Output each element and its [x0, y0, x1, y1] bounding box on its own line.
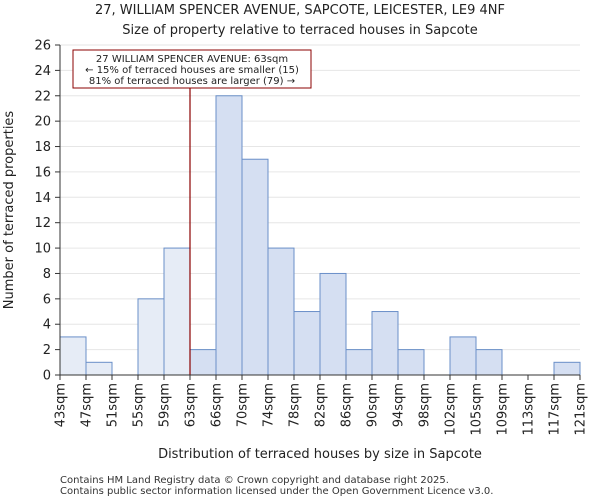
- y-tick-label: 14: [34, 191, 51, 206]
- y-tick-label: 4: [43, 318, 51, 333]
- x-tick-label: 74sqm: [262, 383, 277, 427]
- x-tick-label: 47sqm: [80, 383, 95, 427]
- x-axis-label: Distribution of terraced houses by size …: [158, 447, 482, 462]
- x-tick-label: 113sqm: [522, 383, 537, 436]
- x-tick-label: 117sqm: [548, 383, 563, 436]
- histogram-bar: [449, 336, 477, 376]
- histogram-bar: [475, 349, 503, 376]
- histogram-bar: [553, 361, 581, 376]
- y-tick-label: 0: [43, 369, 51, 384]
- histogram-bar: [345, 349, 373, 376]
- x-tick-label: 98sqm: [418, 383, 433, 427]
- histogram-bar: [215, 95, 243, 376]
- x-tick-label: 102sqm: [444, 383, 459, 436]
- x-tick-label: 59sqm: [158, 383, 173, 427]
- x-tick-label: 94sqm: [392, 383, 407, 427]
- histogram-bar: [85, 361, 113, 376]
- histogram-bar: [137, 298, 165, 376]
- x-tick-label: 63sqm: [184, 383, 199, 427]
- annotation-frame: [72, 49, 312, 89]
- y-tick-label: 24: [34, 64, 51, 79]
- annotation-box: 27 WILLIAM SPENCER AVENUE: 63sqm ← 15% o…: [72, 49, 312, 89]
- x-tick-label: 109sqm: [496, 383, 511, 436]
- histogram-bar: [59, 336, 87, 376]
- y-tick-label: 20: [34, 115, 51, 130]
- y-tick-label: 26: [34, 39, 51, 54]
- chart-subtitle: Size of property relative to terraced ho…: [122, 23, 477, 38]
- x-tick-label: 105sqm: [470, 383, 485, 436]
- x-tick-label: 70sqm: [236, 383, 251, 427]
- histogram-bar: [267, 247, 295, 376]
- x-tick-label: 82sqm: [314, 383, 329, 427]
- histogram-bar: [293, 311, 321, 376]
- x-tick-label: 121sqm: [574, 383, 589, 436]
- x-tick-layer: 43sqm 47sqm 51sqm 55sqm 59sqm 63sqm 66sqm 70sqm…: [54, 375, 589, 436]
- y-tick-label: 16: [34, 165, 51, 180]
- histogram-bar: [163, 247, 191, 376]
- footer-line-2: Contains public sector information licen…: [60, 486, 493, 497]
- y-tick-label: 2: [43, 343, 51, 358]
- chart-title: 27, WILLIAM SPENCER AVENUE, SAPCOTE, LEI…: [95, 3, 505, 18]
- annotation-line-1: 27 WILLIAM SPENCER AVENUE: 63sqm: [96, 54, 288, 65]
- x-tick-label: 78sqm: [288, 383, 303, 427]
- y-tick-label: 6: [43, 292, 51, 307]
- annotation-line-3: 81% of terraced houses are larger (79) →: [89, 76, 295, 87]
- y-tick-label: 18: [34, 140, 51, 155]
- histogram-bar: [397, 349, 425, 376]
- bar-layer: [59, 95, 581, 376]
- x-tick-label: 43sqm: [54, 383, 69, 427]
- x-tick-label: 90sqm: [366, 383, 381, 427]
- x-tick-label: 86sqm: [340, 383, 355, 427]
- annotation-line-2: ← 15% of terraced houses are smaller (15…: [85, 65, 299, 76]
- histogram-bar: [371, 311, 399, 376]
- y-tick-label: 8: [43, 267, 51, 282]
- x-tick-label: 55sqm: [132, 383, 147, 427]
- histogram-bar: [319, 272, 347, 376]
- y-tick-label: 10: [34, 242, 51, 257]
- histogram-bar: [241, 158, 269, 376]
- y-tick-label: 12: [34, 216, 51, 231]
- x-tick-label: 51sqm: [106, 383, 121, 427]
- histogram-bar: [189, 349, 217, 376]
- footer-line-1: Contains HM Land Registry data © Crown c…: [60, 475, 449, 486]
- y-tick-label: 22: [34, 89, 51, 104]
- x-tick-label: 66sqm: [210, 383, 225, 427]
- y-axis-label: Number of terraced properties: [2, 111, 17, 310]
